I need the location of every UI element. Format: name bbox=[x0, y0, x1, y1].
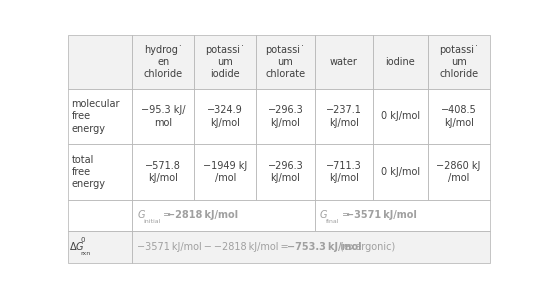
Text: −408.5
kJ/mol: −408.5 kJ/mol bbox=[441, 105, 477, 127]
Text: =: = bbox=[161, 210, 173, 220]
Text: hydrog˙
en
chloride: hydrog˙ en chloride bbox=[144, 45, 183, 79]
Text: −753.3 kJ/mol: −753.3 kJ/mol bbox=[287, 242, 362, 252]
Bar bbox=[68, 88, 132, 144]
Text: −571.8
kJ/mol: −571.8 kJ/mol bbox=[145, 161, 181, 183]
Bar bbox=[132, 35, 194, 88]
Bar bbox=[68, 144, 132, 200]
Text: initial: initial bbox=[144, 219, 160, 224]
Bar bbox=[373, 35, 428, 88]
Text: G: G bbox=[76, 242, 83, 252]
Bar bbox=[315, 35, 373, 88]
Text: total
free
energy: total free energy bbox=[71, 155, 106, 189]
Bar bbox=[315, 200, 490, 231]
Bar bbox=[132, 144, 194, 200]
Bar bbox=[428, 88, 490, 144]
Text: 0 kJ/mol: 0 kJ/mol bbox=[381, 167, 420, 177]
Text: potassi˙
um
chlorate: potassi˙ um chlorate bbox=[265, 45, 306, 79]
Bar bbox=[315, 144, 373, 200]
Bar bbox=[428, 144, 490, 200]
Text: G: G bbox=[138, 210, 145, 220]
Text: rxn: rxn bbox=[81, 251, 91, 256]
Text: =: = bbox=[340, 210, 352, 220]
Text: final: final bbox=[326, 219, 339, 224]
Text: −296.3
kJ/mol: −296.3 kJ/mol bbox=[268, 105, 304, 127]
Text: −1949 kJ
/mol: −1949 kJ /mol bbox=[203, 161, 248, 183]
Text: −324.9
kJ/mol: −324.9 kJ/mol bbox=[207, 105, 243, 127]
Bar bbox=[68, 35, 132, 88]
Text: −3571 kJ/mol − −2818 kJ/mol =: −3571 kJ/mol − −2818 kJ/mol = bbox=[138, 242, 291, 252]
Bar bbox=[373, 88, 428, 144]
Bar bbox=[256, 35, 315, 88]
Text: −237.1
kJ/mol: −237.1 kJ/mol bbox=[326, 105, 362, 127]
Text: Δ: Δ bbox=[70, 242, 77, 252]
Text: −2818 kJ/mol: −2818 kJ/mol bbox=[167, 210, 238, 220]
Bar bbox=[132, 88, 194, 144]
Text: G: G bbox=[320, 210, 327, 220]
Bar bbox=[132, 200, 315, 231]
Text: −2860 kJ
/mol: −2860 kJ /mol bbox=[436, 161, 481, 183]
Text: −296.3
kJ/mol: −296.3 kJ/mol bbox=[268, 161, 304, 183]
Bar bbox=[68, 231, 132, 263]
Text: water: water bbox=[330, 57, 358, 67]
Text: 0: 0 bbox=[81, 237, 85, 243]
Bar bbox=[132, 231, 490, 263]
Text: potassi˙
um
iodide: potassi˙ um iodide bbox=[205, 45, 245, 79]
Bar bbox=[194, 88, 256, 144]
Text: 0 kJ/mol: 0 kJ/mol bbox=[381, 111, 420, 121]
Text: −711.3
kJ/mol: −711.3 kJ/mol bbox=[326, 161, 362, 183]
Text: molecular
free
energy: molecular free energy bbox=[71, 99, 120, 134]
Bar bbox=[373, 144, 428, 200]
Bar bbox=[256, 144, 315, 200]
Text: −3571 kJ/mol: −3571 kJ/mol bbox=[346, 210, 417, 220]
Bar bbox=[194, 144, 256, 200]
Text: −95.3 kJ/
mol: −95.3 kJ/ mol bbox=[141, 105, 186, 127]
Bar bbox=[315, 88, 373, 144]
Text: iodine: iodine bbox=[386, 57, 415, 67]
Bar bbox=[428, 35, 490, 88]
Bar bbox=[194, 35, 256, 88]
Text: (exergonic): (exergonic) bbox=[338, 242, 395, 252]
Text: potassi˙
um
chloride: potassi˙ um chloride bbox=[438, 45, 479, 79]
Bar bbox=[256, 88, 315, 144]
Bar bbox=[68, 200, 132, 231]
